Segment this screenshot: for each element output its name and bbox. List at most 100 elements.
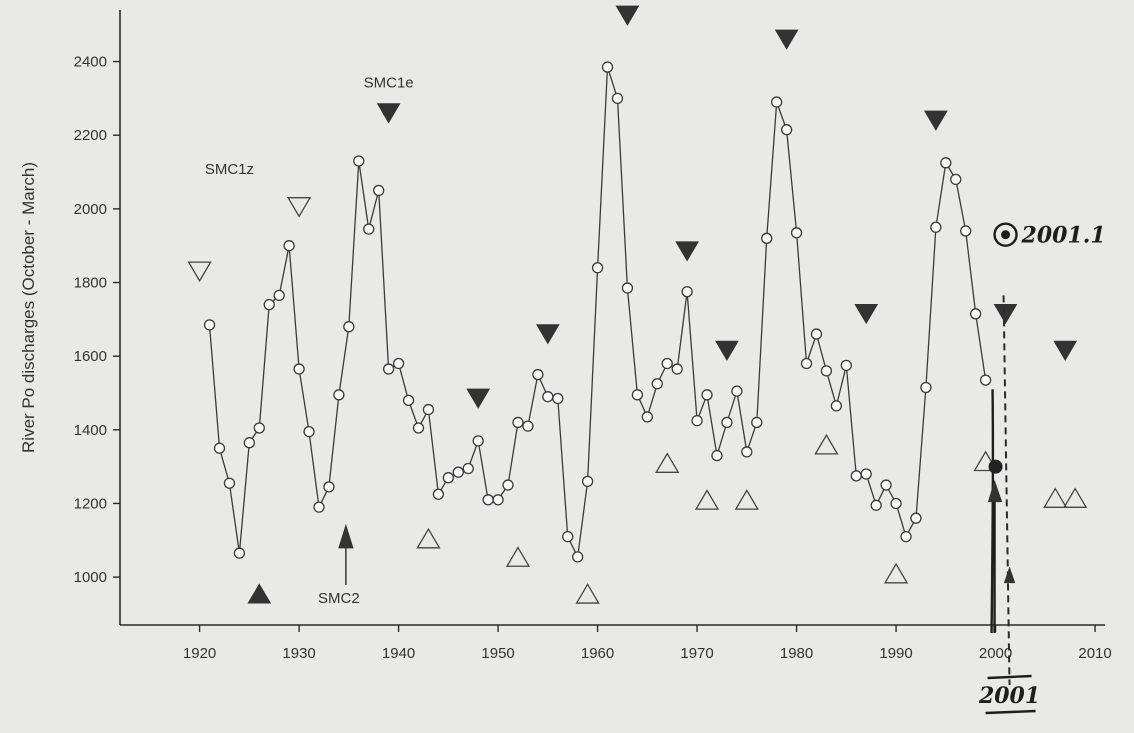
data-point [492, 494, 504, 506]
data-point [512, 416, 524, 429]
data-point [522, 420, 534, 432]
data-point [581, 475, 594, 488]
y-tick-label: 2400 [74, 54, 107, 71]
data-point [741, 446, 753, 458]
data-point [382, 363, 395, 375]
label-smc2: SMC2 [318, 590, 360, 607]
data-point [810, 328, 823, 340]
data-point [472, 435, 484, 447]
data-point [333, 389, 345, 401]
data-point [701, 389, 713, 401]
data-point [671, 363, 683, 375]
data-point [711, 449, 723, 462]
data-point [432, 488, 445, 500]
x-tick-label: 1920 [183, 645, 216, 662]
annotation-markers [187, 5, 1088, 604]
hand-arrow-head-2 [1003, 566, 1016, 584]
y-tick-label: 1200 [74, 495, 107, 512]
label-smc1e: SMC1e [364, 74, 414, 91]
data-point [751, 416, 763, 429]
data-point [442, 472, 454, 484]
data-point [641, 411, 653, 423]
data-point [780, 124, 793, 136]
data-point [402, 394, 415, 407]
data-point [960, 225, 972, 237]
filled-down-triangle [715, 340, 739, 361]
axes: 1000 1200 1400 1600 1800 2000 2200 2400 1920 1930… [19, 10, 1112, 662]
filled-down-triangle [923, 110, 948, 131]
open-up-triangle [505, 546, 531, 567]
target-outer-circle [993, 222, 1018, 247]
data-point [691, 414, 703, 427]
data-point [940, 157, 952, 169]
data-point [681, 286, 693, 298]
y-tick-label: 2000 [74, 201, 107, 218]
open-down-triangle [286, 197, 312, 218]
solid-guide-line [990, 389, 995, 634]
data-point [830, 400, 843, 412]
data-point [790, 227, 803, 239]
x-tick-label: 1990 [879, 645, 912, 662]
filled-up-triangle [247, 583, 272, 604]
series-group [203, 61, 992, 563]
data-point [412, 422, 425, 434]
data-point [562, 530, 574, 543]
label-smc1z: SMC1z [205, 161, 254, 178]
data-point [253, 422, 265, 434]
data-point [880, 479, 892, 491]
data-point [263, 298, 275, 311]
handwritten-point-label: 2001.1 [1021, 223, 1106, 249]
open-up-triangle [973, 450, 998, 472]
y-tick-label: 1400 [74, 422, 107, 439]
y-tick-label: 1800 [74, 275, 107, 292]
data-point [930, 221, 942, 233]
y-tick-label: 2200 [74, 127, 107, 144]
open-up-triangle [416, 527, 441, 549]
data-point [482, 494, 494, 506]
filled-down-triangle [1053, 340, 1078, 361]
data-point [761, 232, 773, 244]
data-point [870, 499, 882, 511]
annotation-labels: SMC1z SMC1e SMC2 [205, 74, 414, 607]
data-point [353, 155, 365, 167]
filled-down-triangle [854, 303, 879, 325]
data-point [800, 357, 813, 370]
data-point [243, 437, 255, 449]
open-up-triangle [575, 583, 600, 604]
data-point [591, 262, 604, 274]
filled-down-triangle [466, 388, 491, 409]
open-up-triangle [734, 489, 759, 510]
data-point [820, 365, 833, 377]
data-point [323, 481, 335, 493]
x-tick-label: 1940 [382, 645, 415, 662]
dashed-guide-line [1002, 295, 1011, 686]
hand-arrow-head [987, 479, 1003, 503]
data-point [462, 462, 474, 475]
data-point [920, 381, 932, 394]
data-point [283, 240, 295, 252]
y-tick-label: 1000 [74, 569, 107, 586]
data-point [552, 392, 564, 405]
highlight-point [988, 459, 1003, 474]
open-up-triangle [1063, 487, 1088, 508]
filled-down-triangle [376, 103, 401, 124]
hand-underline [985, 709, 1036, 715]
filled-down-triangle [774, 29, 799, 50]
data-point [213, 442, 226, 454]
handwritten-axis-label: 2001 [978, 683, 1040, 709]
open-up-triangle [694, 489, 720, 510]
y-tick-label: 1600 [74, 348, 107, 365]
data-point [542, 391, 554, 403]
data-point [452, 466, 464, 478]
data-point [661, 357, 673, 370]
x-tick-label: 2010 [1078, 645, 1111, 662]
data-point [900, 530, 912, 543]
data-point [293, 363, 305, 375]
data-point [860, 468, 872, 480]
data-point [532, 368, 544, 381]
data-point [363, 223, 375, 235]
open-up-triangle [655, 452, 680, 473]
data-point [313, 501, 325, 513]
data-point [343, 321, 355, 333]
